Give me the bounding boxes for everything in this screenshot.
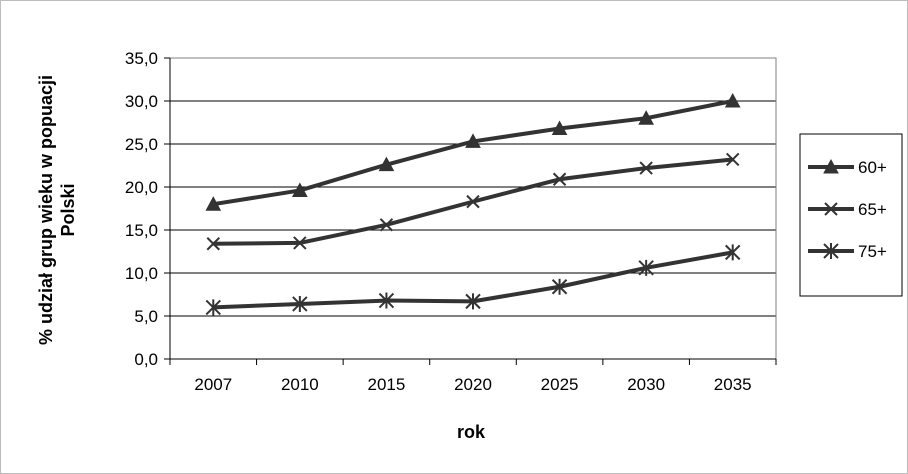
y-tick-label: 0,0 (134, 350, 158, 369)
data-point-75+ (205, 299, 221, 316)
data-point-60+ (378, 156, 395, 172)
x-tick-label: 2015 (368, 375, 406, 394)
data-point-65+ (293, 236, 307, 250)
data-point-75+ (465, 293, 481, 310)
legend-marker-75+ (823, 243, 839, 259)
x-tick-label: 2030 (627, 375, 665, 394)
legend-box (799, 133, 903, 297)
legend-marker-60+ (823, 158, 839, 174)
legend-label-75+: 75+ (858, 242, 887, 261)
data-point-65+ (639, 161, 653, 175)
data-point-60+ (205, 196, 222, 211)
y-tick-label: 30,0 (125, 92, 158, 111)
data-point-65+ (726, 152, 740, 167)
axes: 0,0 5,0 10,0 15,0 20,0 25,0 30,0 35,0 2007 2010 20… (125, 49, 777, 394)
data-point-60+ (724, 92, 741, 108)
data-point-75+ (638, 259, 654, 276)
y-tick-label: 35,0 (125, 49, 158, 68)
data-point-65+ (552, 172, 567, 186)
x-tick-label: 2007 (194, 375, 232, 394)
data-point-75+ (378, 292, 395, 309)
data-point-60+ (551, 120, 568, 136)
series-group (205, 92, 741, 316)
y-axis-title-line1: % udział grup wieku w popuacji (36, 75, 56, 345)
y-tick-label: 15,0 (125, 221, 158, 240)
legend-marker-65+ (824, 202, 838, 216)
y-tick-label: 5,0 (134, 307, 158, 326)
data-point-65+ (206, 237, 220, 251)
grid (170, 100, 776, 317)
plot-area (169, 57, 777, 360)
legend-label-60+: 60+ (858, 158, 887, 177)
x-tick-label: 2035 (714, 375, 752, 394)
data-point-65+ (379, 218, 394, 232)
data-point-75+ (292, 295, 308, 312)
y-tick-label: 10,0 (125, 264, 158, 283)
data-point-65+ (466, 194, 480, 209)
x-tick-label: 2010 (281, 375, 319, 394)
series-line-60+ (212, 99, 734, 207)
y-tick-label: 25,0 (125, 135, 158, 154)
data-point-60+ (292, 182, 308, 197)
legend: 60+ 65+ 75+ (808, 158, 887, 261)
y-tick-label: 20,0 (125, 178, 158, 197)
y-axis-title-line2: Polski (58, 183, 78, 236)
legend-label-65+: 65+ (858, 200, 887, 219)
x-tick-label: 2020 (454, 375, 492, 394)
data-point-60+ (465, 133, 481, 148)
data-point-60+ (638, 110, 654, 125)
data-point-75+ (725, 244, 741, 261)
data-point-75+ (551, 278, 568, 295)
x-axis-title: rok (457, 422, 486, 442)
x-tick-label: 2025 (541, 375, 579, 394)
